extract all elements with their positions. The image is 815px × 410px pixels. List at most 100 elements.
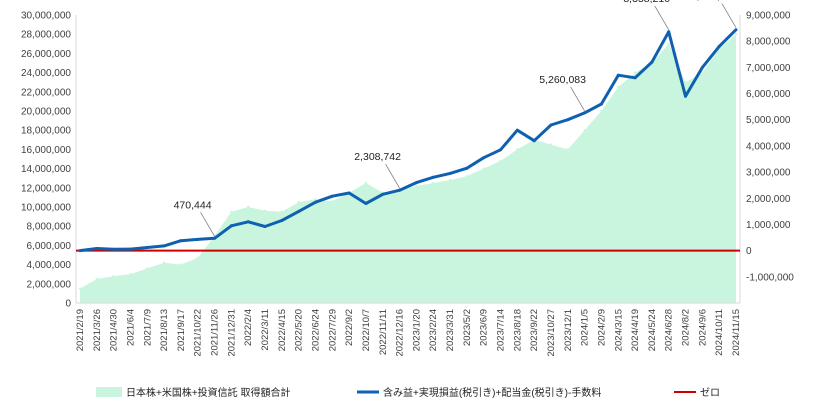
x-tick-label: 2024/1/5 (580, 309, 591, 346)
x-tick-label: 2021/3/26 (92, 309, 103, 351)
x-tick-label: 2022/11/11 (378, 309, 389, 355)
x-tick-label: 2022/7/29 (327, 309, 338, 351)
left-tick-label: 2,000,000 (27, 279, 72, 290)
x-tick-label: 2022/3/11 (260, 309, 271, 351)
area-point (95, 277, 99, 281)
line-point (616, 73, 620, 77)
area-point (600, 109, 603, 113)
x-tick-label: 2021/2/19 (75, 309, 86, 351)
annotation-label: 470,444 (174, 199, 212, 211)
line-point (314, 200, 317, 204)
line-point (179, 239, 183, 243)
line-point (347, 191, 351, 195)
annotation-label: 8,358,210 (623, 0, 670, 5)
area-point (465, 175, 469, 178)
area-point (734, 33, 738, 36)
x-tick-label: 2024/9/6 (697, 309, 708, 346)
right-tick-label: 7,000,000 (746, 63, 791, 74)
x-tick-label: 2022/10/7 (361, 309, 372, 351)
line-point (499, 148, 502, 152)
right-tick-label: 5,000,000 (746, 115, 791, 126)
left-tick-label: 20,000,000 (21, 107, 71, 118)
line-point (145, 246, 149, 249)
x-tick-label: 2023/8/18 (512, 309, 523, 351)
line-point (650, 60, 654, 64)
area-point (499, 159, 502, 163)
x-tick-label: 2023/3/31 (445, 309, 456, 351)
left-tick-label: 24,000,000 (21, 68, 71, 79)
area-point (314, 198, 317, 201)
annotation-label: 5,260,083 (539, 74, 586, 86)
acquisition-area (80, 34, 736, 303)
line-point (700, 65, 704, 69)
left-tick-label: 16,000,000 (21, 145, 71, 156)
line-point (414, 181, 418, 185)
area-point (701, 71, 704, 74)
line-point (734, 28, 738, 32)
line-point (515, 128, 519, 132)
area-point (415, 184, 418, 188)
left-tick-label: 12,000,000 (21, 183, 71, 194)
x-tick-label: 2021/9/17 (176, 309, 187, 351)
x-tick-label: 2023/10/27 (546, 309, 557, 357)
annotation-leader (385, 163, 400, 189)
left-tick-label: 14,000,000 (21, 164, 71, 175)
area-point (667, 42, 670, 45)
right-tick-label: 3,000,000 (746, 168, 791, 179)
x-tick-label: 2024/4/19 (630, 309, 641, 351)
line-point (229, 224, 233, 228)
x-tick-label: 2024/10/11 (714, 309, 725, 356)
right-tick-label: -1,000,000 (746, 272, 794, 283)
x-tick-label: 2024/2/9 (596, 309, 607, 346)
right-tick-label: 0 (746, 246, 752, 257)
x-tick-label: 2021/11/26 (210, 309, 221, 356)
area-point (297, 201, 300, 204)
x-tick-label: 2024/11/15 (731, 309, 742, 356)
line-point (263, 225, 267, 228)
x-tick-label: 2023/7/14 (496, 309, 507, 351)
line-point (213, 236, 217, 240)
x-tick-label: 2021/10/22 (193, 309, 204, 357)
line-point (583, 111, 587, 115)
area-point (516, 148, 519, 151)
line-point (129, 247, 132, 251)
right-tick-label: 4,000,000 (746, 141, 791, 152)
line-point (717, 44, 721, 48)
line-point (431, 175, 435, 179)
line-point (280, 219, 284, 222)
line-point (448, 171, 452, 175)
annotation-leader (721, 3, 737, 28)
left-tick-label: 4,000,000 (27, 260, 72, 271)
legend-label: 含み益+実現損益(税引き)+配当金(税引き)-手数料 (383, 386, 601, 399)
left-tick-label: 30,000,000 (21, 11, 71, 22)
area-point (162, 261, 166, 264)
area-point (549, 143, 553, 146)
area-point (432, 181, 435, 185)
area-point (633, 71, 637, 74)
x-tick-label: 2024/8/2 (681, 309, 692, 346)
x-tick-label: 2023/2/24 (428, 309, 439, 351)
left-tick-label: 0 (65, 299, 71, 310)
legend-label: 日本株+米国株+投資信託 取得額合計 (126, 386, 290, 399)
right-tick-label: 6,000,000 (746, 89, 791, 100)
area-point (179, 263, 183, 266)
line-point (633, 76, 637, 80)
x-tick-label: 2022/5/20 (294, 309, 305, 351)
area-point (263, 209, 267, 212)
area-point (331, 200, 334, 203)
legend-label: ゼロ (700, 387, 720, 399)
x-tick-label: 2023/6/9 (479, 309, 490, 346)
area-point (566, 148, 569, 151)
annotation-leader (200, 212, 215, 237)
right-tick-label: 9,000,000 (746, 11, 791, 22)
annotation-leader (570, 86, 585, 112)
x-tick-label: 2024/3/15 (613, 309, 624, 351)
right-tick-label: 2,000,000 (746, 194, 791, 205)
line-point (398, 188, 402, 192)
line-point (667, 30, 671, 34)
line-point (532, 139, 536, 143)
line-point (196, 237, 200, 241)
line-point (78, 249, 82, 253)
